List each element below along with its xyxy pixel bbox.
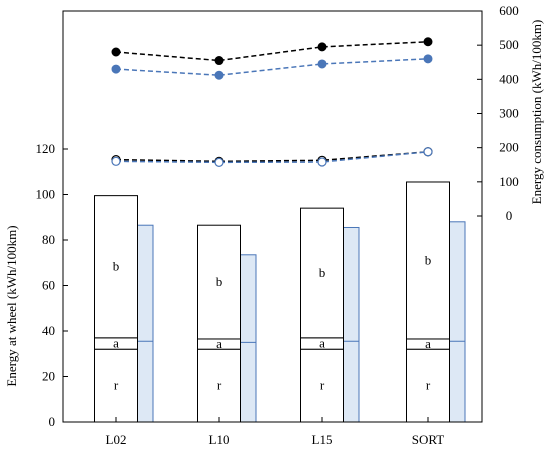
segment-label-a: a xyxy=(216,336,222,351)
bar-segment-b xyxy=(197,224,241,340)
segment-label-r: r xyxy=(217,378,222,393)
right-tick-label: 0 xyxy=(506,208,513,223)
bar-segment-b xyxy=(406,181,450,340)
x-tick-label: SORT xyxy=(412,432,445,447)
bars-layer: r a b r a b r a b r a b xyxy=(94,181,466,423)
right-tick-label: 600 xyxy=(499,3,519,18)
right-tick-label: 100 xyxy=(499,174,519,189)
series-point xyxy=(423,37,433,47)
left-tick-label: 60 xyxy=(42,278,55,293)
left-tick-label: 0 xyxy=(49,414,56,429)
series-line xyxy=(115,151,429,164)
left-tick-label: 120 xyxy=(36,141,56,156)
right-tick-label: 500 xyxy=(499,37,519,52)
series-point xyxy=(317,157,327,167)
side-bar xyxy=(238,254,257,423)
series-point xyxy=(214,56,224,66)
series-line xyxy=(115,151,429,163)
series-line xyxy=(115,58,429,76)
bar-segment-b xyxy=(300,207,344,339)
segment-label-a: a xyxy=(425,336,431,351)
right-tick-label: 400 xyxy=(499,71,519,86)
x-tick-label: L10 xyxy=(209,432,230,447)
series-point xyxy=(111,64,121,74)
segment-label-a: a xyxy=(113,336,119,351)
series-point xyxy=(317,42,327,52)
series-point xyxy=(214,157,224,167)
left-tick-label: 100 xyxy=(36,187,56,202)
x-tick-label: L15 xyxy=(312,432,333,447)
segment-label-b: b xyxy=(425,252,432,267)
segment-label-b: b xyxy=(113,259,120,274)
axes-layer: L02 L10 L15 SORT 0 20 40 60 80 100 120 0 100 200 300 40… xyxy=(36,3,519,447)
series-point xyxy=(111,156,121,166)
left-tick-label: 40 xyxy=(42,323,55,338)
segment-label-r: r xyxy=(320,378,325,393)
series-point xyxy=(214,70,224,80)
lines-layer xyxy=(111,37,433,167)
right-tick-label: 300 xyxy=(499,106,519,121)
side-bar xyxy=(447,221,466,423)
right-axis-title: Energy consumption (kWh/100km) xyxy=(529,20,544,205)
segment-label-b: b xyxy=(216,274,223,289)
bar-segment-r xyxy=(300,348,344,423)
segment-label-b: b xyxy=(319,265,326,280)
series-line xyxy=(115,41,429,62)
x-tick-label: L02 xyxy=(106,432,127,447)
side-bar xyxy=(341,226,360,423)
left-tick-label: 80 xyxy=(42,232,55,247)
segment-label-r: r xyxy=(426,378,431,393)
segment-label-r: r xyxy=(114,378,119,393)
series-point xyxy=(423,147,433,157)
left-axis-title: Energy at wheel (kWh/100km) xyxy=(4,225,19,386)
right-tick-label: 200 xyxy=(499,140,519,155)
series-point xyxy=(317,59,327,69)
bar-segment-b xyxy=(94,195,138,339)
side-bar xyxy=(135,224,154,423)
series-point xyxy=(423,54,433,64)
series-point xyxy=(111,47,121,57)
left-tick-label: 20 xyxy=(42,369,55,384)
segment-label-a: a xyxy=(319,336,325,351)
